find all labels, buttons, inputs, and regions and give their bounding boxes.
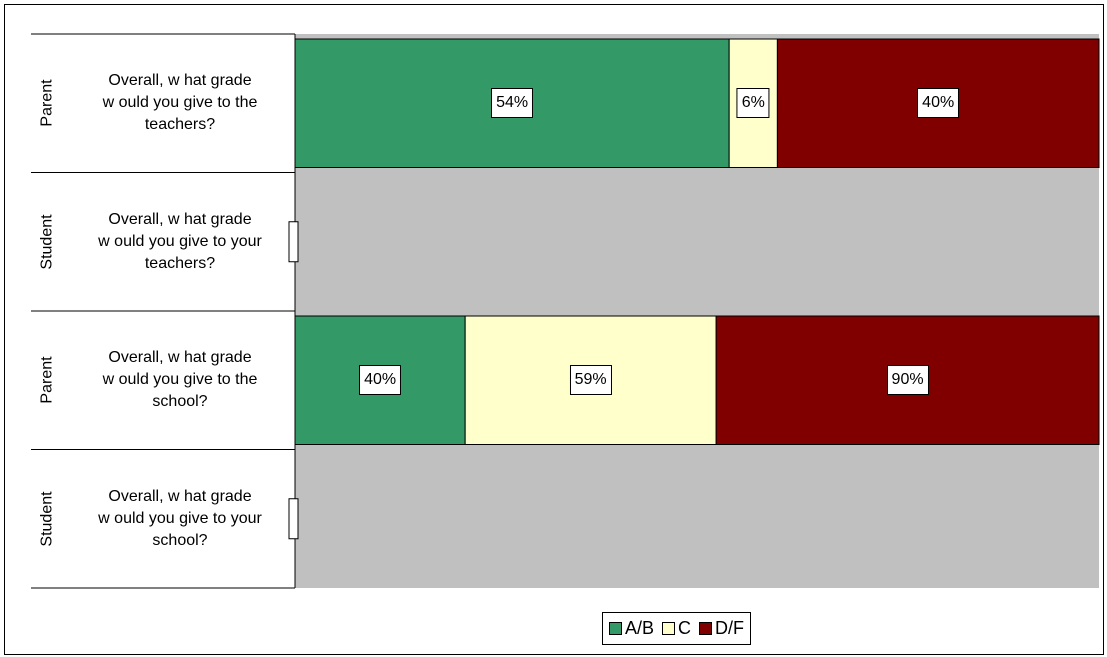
data-label: 90% (886, 365, 929, 396)
question-label: Overall, w hat grade w ould you give to … (98, 210, 262, 272)
legend-label: D/F (715, 618, 745, 638)
legend-item: A/B (609, 618, 654, 639)
legend-item: C (662, 618, 691, 639)
data-label: 59% (569, 365, 612, 396)
question-label: Overall, w hat grade w ould you give to … (98, 487, 262, 549)
empty-bar-marker (288, 221, 299, 263)
data-label: 6% (736, 88, 770, 119)
legend-item: D/F (699, 618, 744, 639)
question-label: Overall, w hat grade w ould you give to … (102, 349, 258, 411)
group-label: Parent (38, 356, 56, 404)
group-label: Parent (38, 79, 56, 127)
legend: A/B C D/F (602, 612, 752, 645)
empty-bar-marker (288, 498, 299, 540)
stacked-bar-chart (31, 33, 1100, 589)
legend-swatch (662, 622, 676, 635)
legend-label: C (678, 618, 692, 638)
legend-swatch (699, 622, 713, 635)
data-label: 40% (359, 365, 402, 396)
question-label: Overall, w hat grade w ould you give to … (102, 72, 258, 134)
group-label: Student (38, 491, 56, 547)
data-label: 40% (917, 88, 960, 119)
legend-swatch (609, 622, 622, 635)
group-label: Student (38, 214, 56, 270)
legend-label: A/B (625, 618, 655, 638)
data-label: 54% (491, 88, 534, 119)
chart-frame: Parent Overall, w hat grade w ould you gi… (4, 4, 1104, 655)
